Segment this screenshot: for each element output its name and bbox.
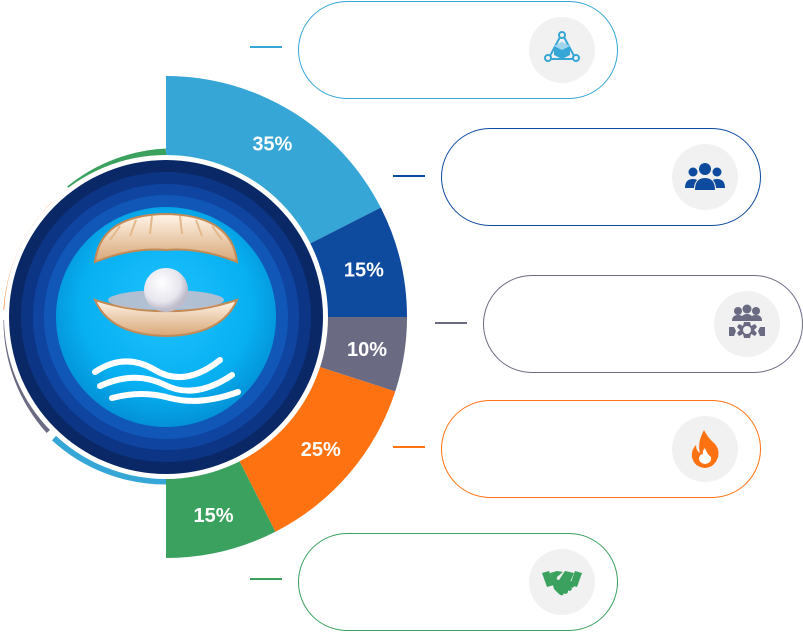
pie-segment-5 (166, 450, 276, 558)
card-2-icon-circle (672, 144, 738, 210)
card-5-icon-circle (529, 549, 595, 615)
connector-line (393, 175, 425, 177)
card-2 (441, 128, 761, 226)
card-1 (298, 1, 618, 99)
segment-label-1: 35% (252, 133, 292, 155)
fire-icon (691, 430, 719, 468)
network-cube-icon (544, 31, 580, 62)
pearl-shell-icon (93, 212, 239, 338)
waves-icon (92, 357, 241, 404)
connector-line (435, 322, 467, 324)
segment-label-4: 25% (301, 439, 341, 461)
segment-label-5: 15% (193, 505, 233, 527)
pie-segment-3 (308, 317, 407, 392)
segment-label-3: 10% (347, 339, 387, 361)
card-1-icon-circle (529, 17, 595, 83)
card-4 (441, 400, 761, 498)
center-emblem (4, 155, 328, 479)
pie-segment-1 (166, 76, 381, 249)
card-4-icon-circle (672, 416, 738, 482)
connector-line (393, 446, 425, 448)
connector-line (250, 578, 282, 580)
pie-segment-2 (299, 207, 407, 317)
card-3-icon-circle (714, 291, 780, 357)
card-5 (298, 533, 618, 631)
team-icon (685, 163, 725, 190)
pie-segment-4 (234, 363, 396, 532)
team-gear-icon (729, 304, 765, 338)
card-3 (483, 275, 803, 373)
connector-line (250, 46, 282, 48)
handshake-icon (542, 571, 582, 596)
segment-label-2: 15% (344, 259, 384, 281)
pie-segments: 35% 15% 10% 25% 15% (166, 76, 407, 558)
